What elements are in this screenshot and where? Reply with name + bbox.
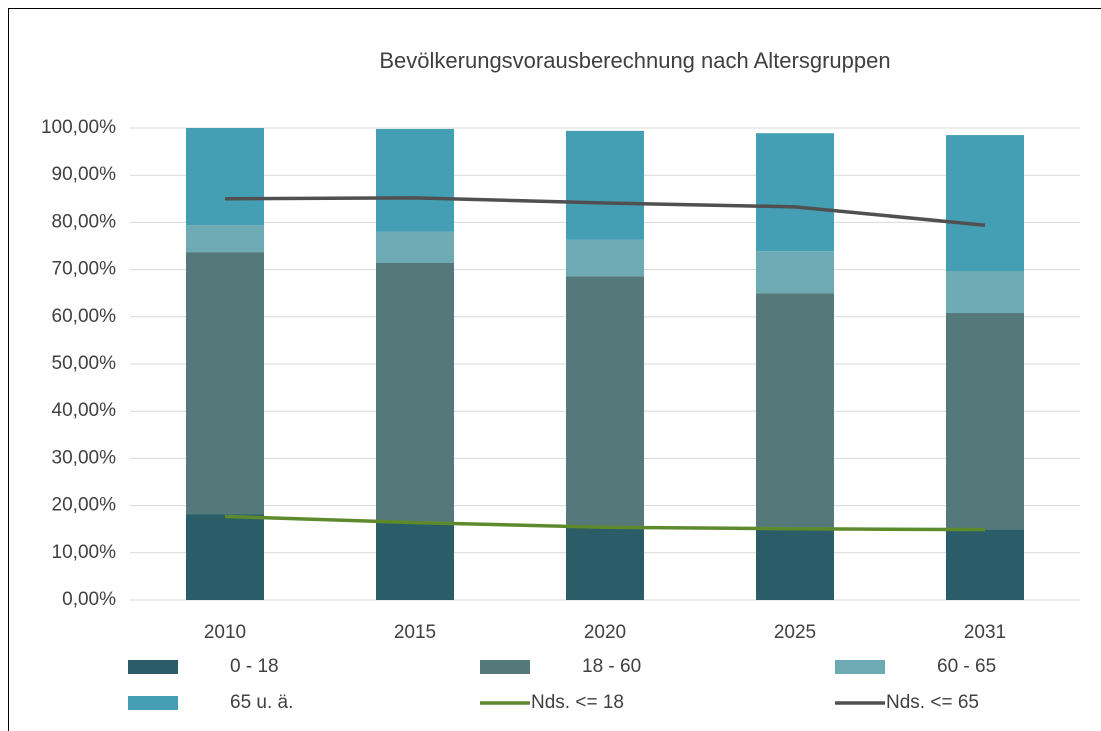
y-tick-label: 0,00% [62, 589, 116, 610]
bar-segment [376, 231, 454, 263]
bar-segment [566, 239, 644, 277]
bar-segment [946, 271, 1024, 314]
bar-segment [376, 522, 454, 600]
bar-segment [376, 128, 454, 232]
legend-swatch [128, 696, 178, 710]
bar-segment [566, 276, 644, 528]
line-series [224, 514, 986, 532]
bar-segment [946, 135, 1024, 272]
legend-swatch [128, 660, 178, 674]
bar-segment [186, 252, 264, 515]
y-tick-label: 50,00% [52, 353, 117, 374]
legend-label: 0 - 18 [230, 656, 279, 677]
y-tick-label: 40,00% [52, 400, 117, 421]
bar-segment [756, 529, 834, 600]
line-series [224, 196, 986, 227]
x-tick-label: 2020 [584, 622, 626, 643]
legend-swatch [835, 660, 885, 674]
bar-segment [376, 262, 454, 523]
y-tick-label: 30,00% [52, 447, 117, 468]
x-tick-label: 2025 [774, 622, 816, 643]
y-tick-label: 10,00% [52, 542, 117, 563]
chart-title: Bevölkerungsvorausberechnung nach Alters… [379, 48, 890, 73]
y-tick-label: 20,00% [52, 495, 117, 516]
legend-label: 60 - 65 [937, 656, 996, 677]
bar-segment [566, 527, 644, 600]
x-tick-label: 2031 [964, 622, 1006, 643]
legend-swatch [480, 660, 530, 674]
y-tick-label: 100,00% [41, 117, 116, 138]
x-tick-label: 2010 [204, 622, 246, 643]
y-tick-label: 80,00% [52, 211, 117, 232]
bar-segment [946, 313, 1024, 530]
bar-segment [756, 251, 834, 294]
bar-segment [566, 130, 644, 240]
x-tick-label: 2015 [394, 622, 436, 643]
bar-segment [756, 133, 834, 252]
bar-segment [756, 293, 834, 530]
y-tick-label: 60,00% [52, 306, 117, 327]
legend-label: 65 u. ä. [230, 692, 293, 713]
y-tick-label: 70,00% [52, 259, 117, 280]
legend-label: 18 - 60 [582, 656, 641, 677]
bar-segment [946, 529, 1024, 600]
legend-label: Nds. <= 18 [531, 692, 624, 713]
legend-label: Nds. <= 65 [886, 692, 979, 713]
y-tick-label: 90,00% [52, 164, 117, 185]
bar-segment [186, 514, 264, 600]
bar-segment [186, 128, 264, 226]
bar-segment [186, 225, 264, 253]
chart-border [8, 8, 1101, 731]
